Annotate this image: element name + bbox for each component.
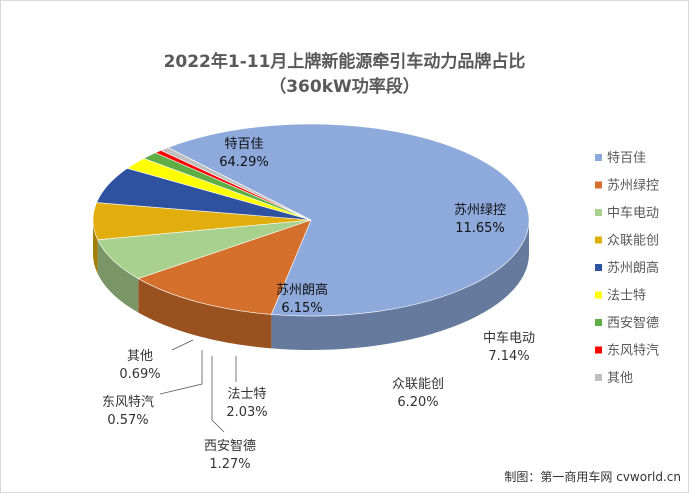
slice-2-legend-label: 中车电动 bbox=[607, 205, 659, 221]
slice-5-label-value: 2.03% bbox=[226, 405, 267, 420]
slice-3-legend-label: 众联能创 bbox=[607, 234, 659, 249]
slice-0-top bbox=[167, 123, 530, 317]
slice-4-label-name: 苏州朗高 bbox=[276, 282, 328, 298]
slice-3-label-value: 6.20% bbox=[397, 395, 438, 410]
slice-6-legend-label: 西安智德 bbox=[607, 316, 659, 331]
slice-4-legend-label: 苏州朗高 bbox=[607, 260, 659, 276]
chart-subtitle: （360kW功率段） bbox=[269, 77, 420, 97]
slice-5-label-name: 法士特 bbox=[227, 387, 266, 402]
slice-5-legend-swatch bbox=[595, 291, 602, 299]
slice-1-legend-label: 苏州绿控 bbox=[607, 178, 659, 194]
slice-8-legend-swatch bbox=[595, 374, 602, 381]
slice-0-legend-label: 特百佳 bbox=[607, 151, 646, 166]
slice-1-label-name: 苏州绿控 bbox=[454, 202, 506, 218]
leader-lines bbox=[159, 339, 237, 433]
slice-3-side bbox=[93, 220, 98, 274]
slice-8-label-name: 其他 bbox=[127, 349, 153, 364]
slice-2-label-value: 7.14% bbox=[488, 349, 529, 364]
slice-8-leader-line bbox=[171, 339, 194, 351]
slice-0-label-value: 64.29% bbox=[219, 155, 269, 170]
pie-sides bbox=[93, 220, 529, 351]
slice-2-legend-swatch bbox=[595, 209, 602, 216]
slice-1-top bbox=[137, 219, 312, 315]
slice-7-legend-swatch bbox=[595, 346, 602, 354]
slice-2-label-name: 中车电动 bbox=[483, 330, 535, 346]
slice-7-leader-line bbox=[159, 350, 203, 395]
slice-0-label-name: 特百佳 bbox=[224, 137, 263, 152]
slice-7-label-value: 0.57% bbox=[107, 413, 148, 428]
slice-8-label-value: 0.69% bbox=[119, 367, 160, 382]
slice-0-legend-swatch bbox=[595, 154, 602, 161]
slice-4-label-value: 6.15% bbox=[281, 301, 322, 316]
chart-title: 2022年1-11月上牌新能源牵引车动力品牌占比 bbox=[163, 52, 526, 72]
slice-8-legend-label: 其他 bbox=[607, 371, 633, 386]
pie-tops bbox=[92, 123, 530, 317]
slice-6-label-name: 西安智德 bbox=[204, 439, 256, 454]
slice-5-legend-label: 法士特 bbox=[607, 289, 646, 304]
credit-text: 制图：第一商用车网 cvworld.cn bbox=[504, 470, 681, 484]
slice-1-side bbox=[138, 278, 272, 349]
slice-7-legend-label: 东风特汽 bbox=[607, 344, 659, 359]
slice-labels: 特百佳 64.29% 苏州绿控 11.65% 中车电动 7.14% 众联能创 6.20% 苏州朗… bbox=[102, 137, 535, 472]
slice-7-label-name: 东风特汽 bbox=[102, 395, 154, 410]
slice-1-legend-swatch bbox=[595, 181, 602, 189]
slice-3-label-name: 众联能创 bbox=[392, 377, 444, 392]
slice-2-side bbox=[97, 239, 139, 313]
slice-4-legend-swatch bbox=[595, 264, 602, 271]
slice-1-label-value: 11.65% bbox=[455, 221, 505, 236]
slice-3-legend-swatch bbox=[595, 236, 602, 244]
slice-6-label-value: 1.27% bbox=[209, 457, 250, 472]
slice-8-top bbox=[160, 147, 312, 221]
slice-6-legend-swatch bbox=[595, 319, 602, 326]
slice-0-side bbox=[271, 220, 529, 351]
slice-6-leader-line bbox=[211, 356, 225, 433]
